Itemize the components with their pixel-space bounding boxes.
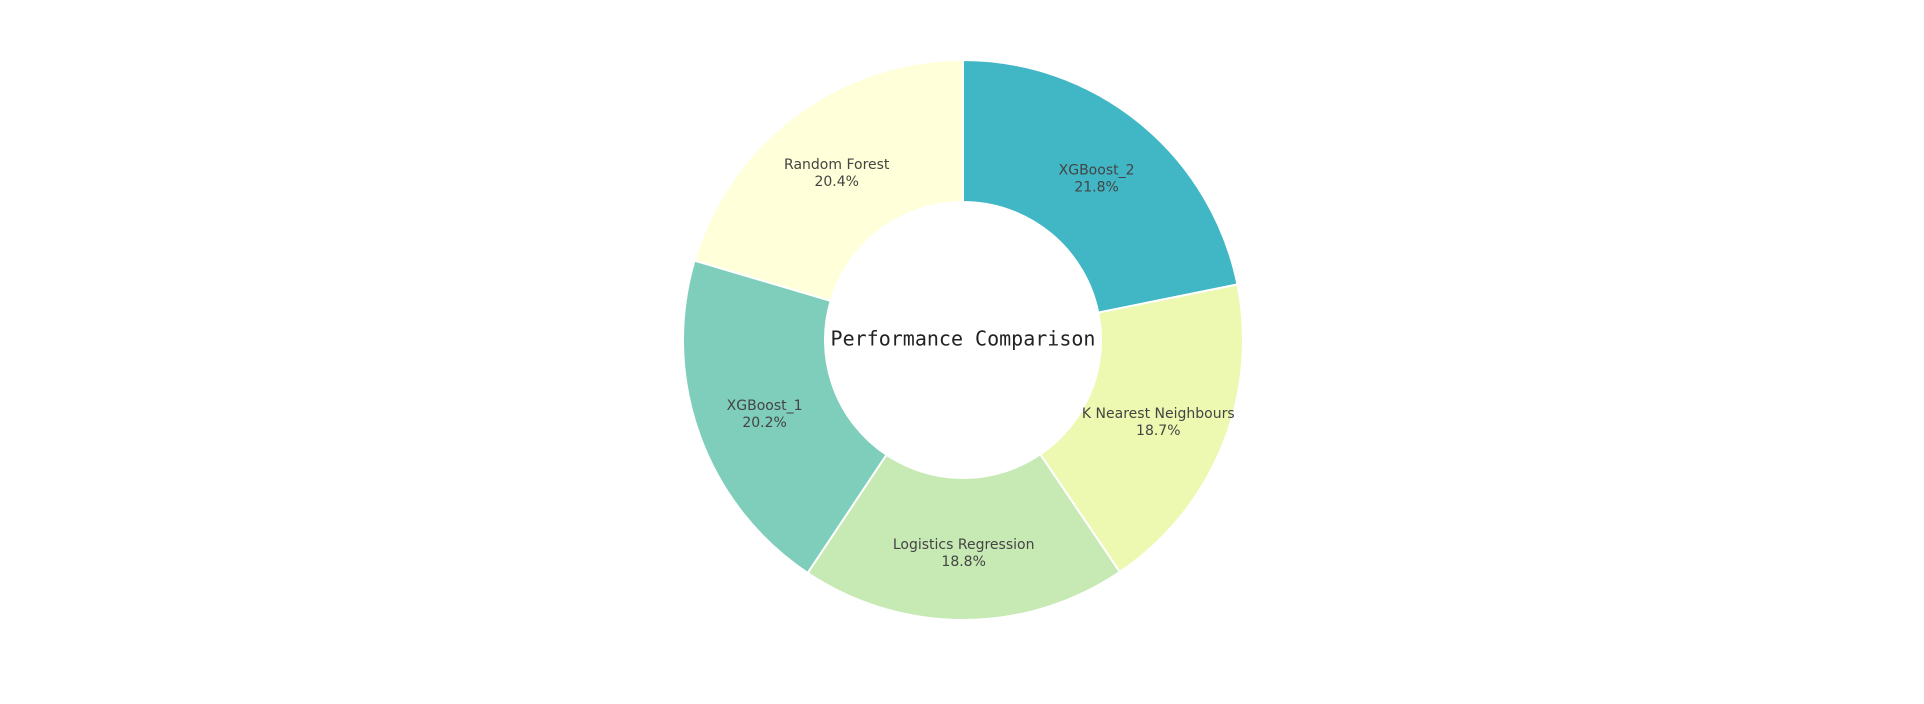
labels-layer: XGBoost_2 21.8% K Nearest Neighbours 18.7% L… — [727, 157, 1235, 570]
slice-label-name: K Nearest Neighbours — [1082, 406, 1235, 422]
slice-label-xgboost-2: XGBoost_2 21.8% — [1059, 163, 1135, 196]
slice-label-percent: 21.8% — [1074, 180, 1118, 196]
slice-xgboost-2[interactable] — [962, 58, 1239, 314]
slice-random-forest[interactable] — [693, 58, 964, 303]
slice-label-logistics-regression: Logistics Regression 18.8% — [893, 537, 1035, 570]
slice-label-k-nearest-neighbours: K Nearest Neighbours 18.7% — [1082, 406, 1235, 439]
slice-label-percent: 20.4% — [814, 174, 858, 190]
slice-label-percent: 18.7% — [1136, 423, 1180, 439]
slice-label-name: XGBoost_2 — [1059, 163, 1135, 179]
slice-label-name: XGBoost_1 — [727, 398, 803, 414]
slice-label-xgboost-1: XGBoost_1 20.2% — [727, 398, 803, 431]
slice-label-percent: 18.8% — [941, 554, 985, 570]
slice-label-name: Logistics Regression — [893, 537, 1035, 553]
slices-layer — [682, 58, 1245, 621]
chart-center-title: Performance Comparison — [831, 327, 1096, 351]
slice-logistics-regression[interactable] — [806, 452, 1122, 621]
slice-label-name: Random Forest — [784, 157, 890, 173]
slice-xgboost-1[interactable] — [682, 259, 888, 575]
slice-label-random-forest: Random Forest 20.4% — [784, 157, 890, 190]
slice-label-percent: 20.2% — [742, 415, 786, 431]
slice-k-nearest-neighbours[interactable] — [1038, 283, 1245, 574]
